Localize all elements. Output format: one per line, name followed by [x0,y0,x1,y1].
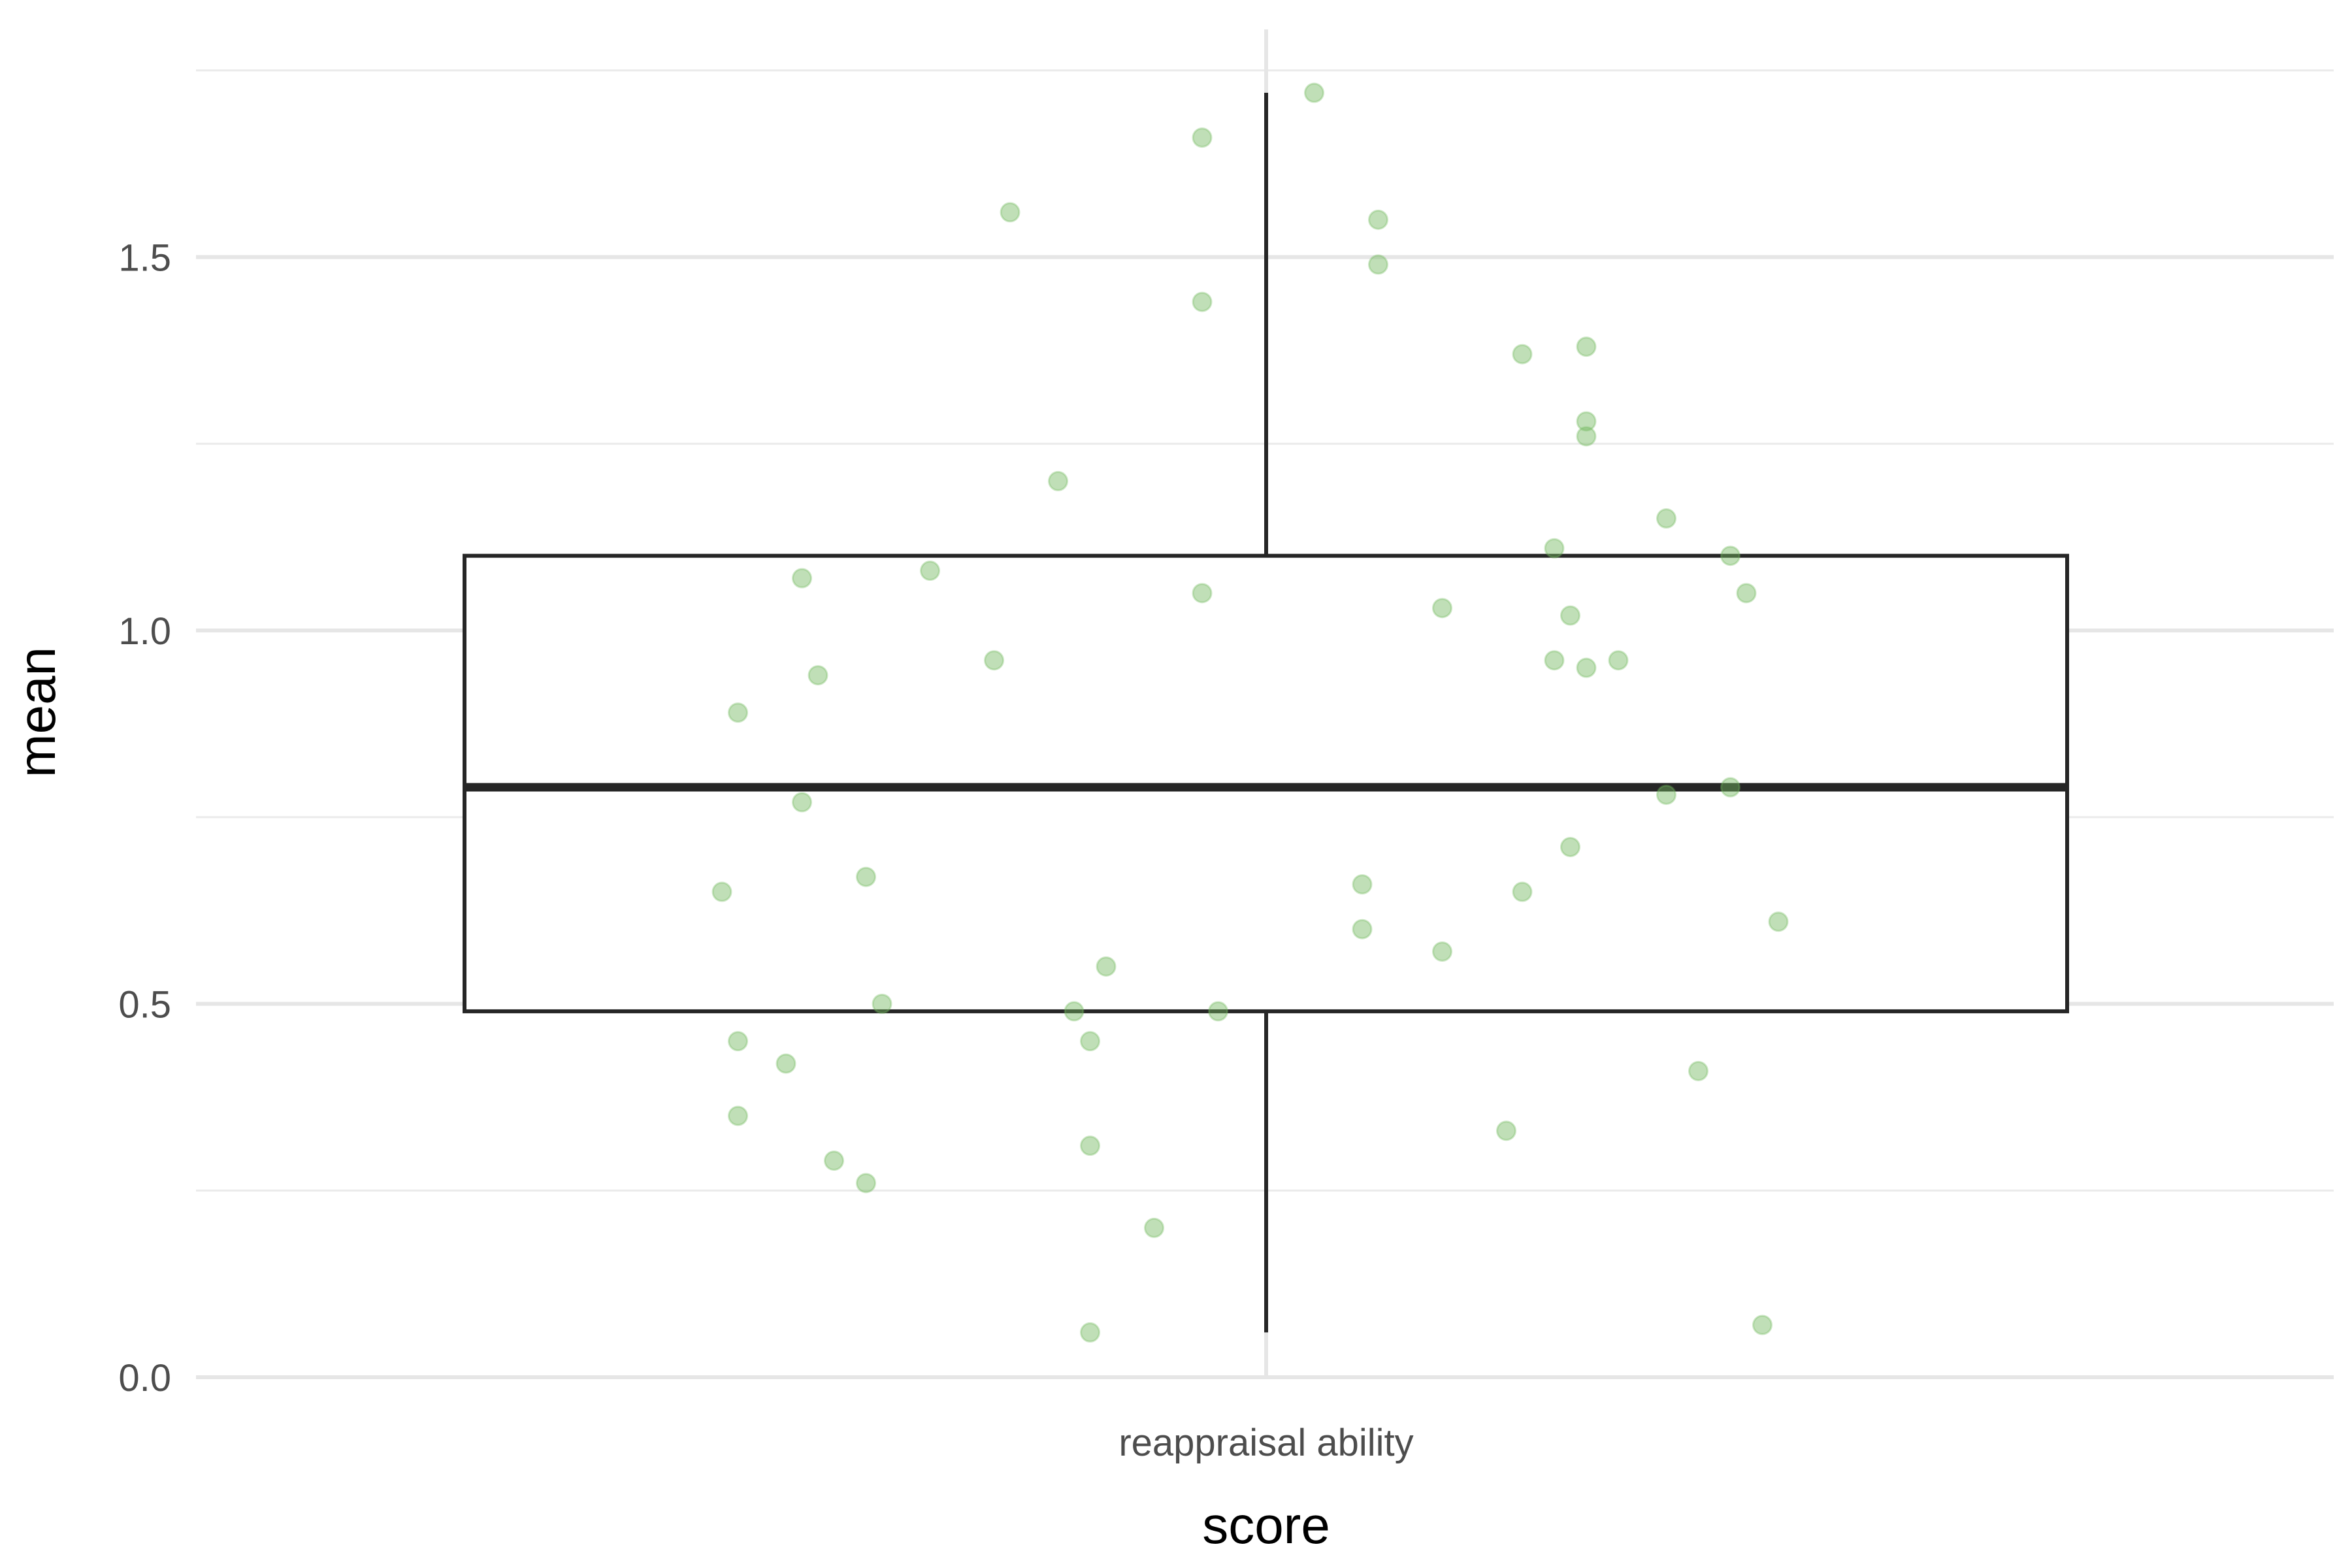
data-point [1768,911,1789,932]
data-point [1512,344,1533,365]
x-axis-title: score [1202,1496,1330,1554]
data-point [1720,546,1740,566]
data-point [1656,784,1676,805]
data-point [1048,470,1068,491]
data-point [1064,1001,1085,1022]
data-point [1544,538,1565,559]
data-point [872,994,892,1014]
data-point [1080,1031,1100,1052]
data-point [1576,411,1597,432]
data-point [1544,650,1565,671]
data-point [1352,919,1373,939]
data-point [1560,836,1580,857]
data-point [728,1105,748,1126]
data-point [1368,209,1388,230]
data-point [1720,777,1740,798]
data-point [1304,82,1324,103]
data-point [711,881,732,902]
y-tick-label: 0.0 [118,1357,171,1399]
data-point [920,561,940,581]
y-axis-ticks: 0.0 0.5 1.0 1.5 [118,237,171,1400]
data-point [728,702,748,723]
data-point [1192,291,1213,312]
data-point [1560,605,1580,626]
data-point [1752,1315,1772,1335]
data-point [728,1031,748,1052]
data-point [1576,426,1597,447]
data-point [1656,508,1676,529]
x-tick-label: reappraisal ability [1119,1422,1413,1464]
data-point [1096,956,1117,977]
data-point [1352,874,1373,895]
data-point [1496,1120,1516,1141]
data-point [1576,657,1597,678]
data-point [1432,598,1452,619]
data-point [856,866,876,887]
jitter-points [711,82,1789,1343]
data-point [1608,650,1629,671]
data-point [1080,1322,1100,1343]
data-point [776,1053,796,1074]
data-point [1432,941,1452,962]
data-point [1144,1217,1164,1238]
data-point [1000,202,1021,223]
data-point [856,1173,876,1194]
data-point [1576,336,1597,357]
y-tick-label: 1.0 [118,610,171,653]
box-plot [463,93,2069,1333]
data-point [984,650,1004,671]
data-point [1208,1001,1228,1022]
data-point [1192,127,1213,148]
data-point [1192,583,1213,604]
data-point [792,792,812,813]
data-point [1368,254,1388,275]
data-point [824,1151,844,1171]
data-point [1736,583,1757,604]
y-axis-title: mean [8,647,66,777]
data-point [1512,881,1533,902]
data-point [808,665,828,686]
y-tick-label: 1.5 [118,237,171,280]
data-point [792,568,812,589]
data-point [1688,1060,1708,1081]
y-tick-label: 0.5 [118,984,171,1026]
data-point [1080,1135,1100,1156]
